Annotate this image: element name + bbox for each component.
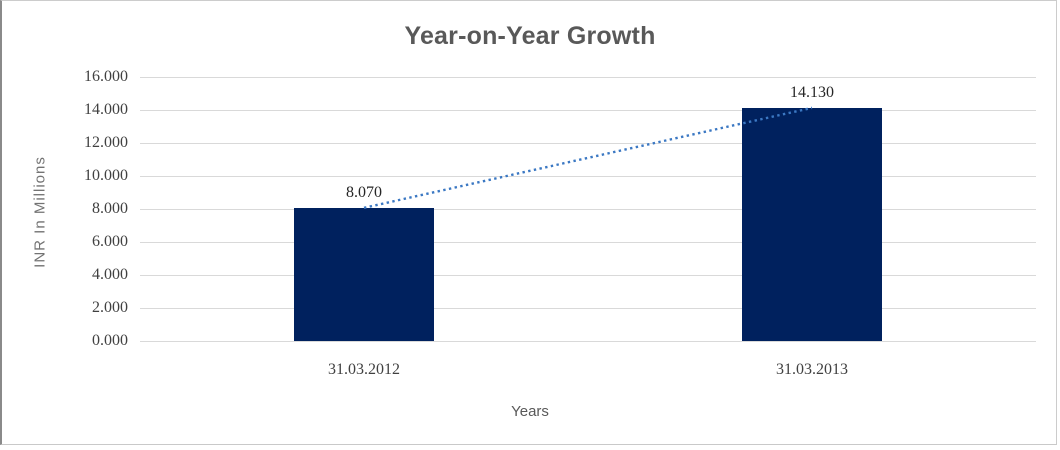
gridline	[140, 308, 1036, 309]
chart-title: Year-on-Year Growth	[404, 22, 656, 50]
gridline	[140, 176, 1036, 177]
y-tick-label: 0.000	[92, 332, 128, 349]
gridline	[140, 110, 1036, 111]
x-tick-label: 31.03.2013	[776, 361, 848, 378]
y-tick-label: 16.000	[84, 68, 128, 85]
y-tick-label: 14.000	[84, 101, 128, 118]
gridline	[140, 275, 1036, 276]
gridline	[140, 242, 1036, 243]
gridline	[140, 143, 1036, 144]
gridline	[140, 341, 1036, 342]
trendline	[363, 106, 813, 210]
bar-data-label: 14.130	[790, 83, 834, 101]
y-tick-label: 8.000	[92, 200, 128, 217]
y-tick-label: 2.000	[92, 299, 128, 316]
bar-data-label: 8.070	[346, 183, 382, 201]
x-tick-label: 31.03.2012	[328, 361, 400, 378]
bar-31.03.2012	[294, 207, 434, 341]
y-tick-label: 4.000	[92, 266, 128, 283]
plot-area: 8.070 14.130	[140, 77, 1036, 342]
y-tick-label: 6.000	[92, 233, 128, 250]
y-tick-label: 10.000	[84, 167, 128, 184]
gridline	[140, 209, 1036, 210]
x-axis-title: Years	[511, 403, 549, 420]
gridline	[140, 77, 1036, 78]
y-tick-label: 12.000	[84, 134, 128, 151]
bar-31.03.2013	[742, 107, 882, 341]
